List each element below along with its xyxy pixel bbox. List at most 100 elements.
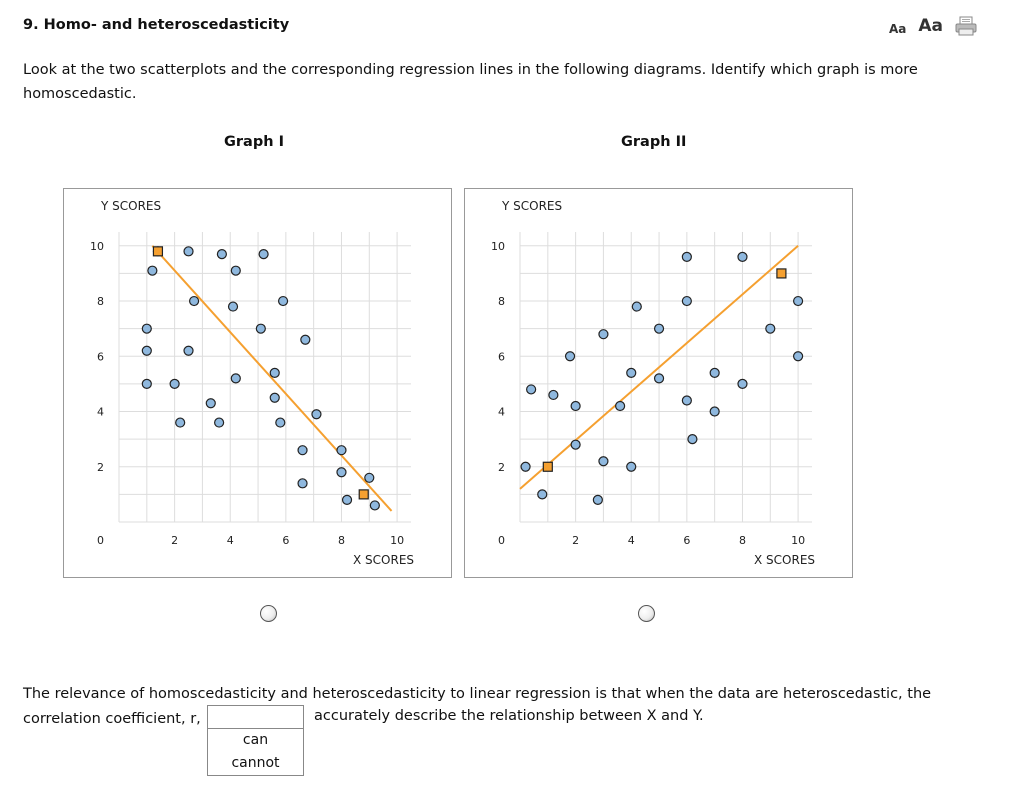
x-tick-label: 8	[338, 534, 345, 547]
data-point	[526, 384, 537, 395]
data-point	[269, 367, 280, 378]
data-point	[520, 461, 531, 472]
data-point	[737, 378, 748, 390]
data-point	[681, 295, 692, 307]
graph-1-title: Graph I	[224, 134, 284, 150]
data-point	[227, 301, 239, 312]
data-point	[626, 461, 637, 472]
option-can[interactable]: can	[242, 732, 269, 748]
data-point	[626, 367, 637, 378]
data-point	[631, 301, 642, 312]
x-tick-label: 10	[390, 534, 404, 547]
data-point	[369, 500, 380, 511]
y-tick-label: 0	[97, 534, 104, 547]
data-point	[141, 378, 152, 390]
data-point	[188, 295, 200, 307]
font-size-small-button[interactable]: Aa	[888, 22, 907, 36]
y-tick-label: 8	[498, 295, 505, 308]
data-point	[183, 246, 194, 257]
printer-icon[interactable]	[955, 16, 977, 36]
statement-text-after: accurately describe the relationship bet…	[314, 708, 704, 724]
data-point	[141, 345, 152, 356]
data-point	[277, 295, 289, 307]
data-point	[141, 323, 152, 334]
data-point	[275, 417, 286, 428]
x-tick-label: 8	[739, 534, 746, 547]
statement-text: The relevance of homoscedasticity and he…	[23, 686, 932, 727]
data-point	[570, 439, 581, 450]
y-tick-label: 4	[97, 406, 104, 419]
graph-1-scatterplot: Y SCORES X SCORES 10 8 6 4 2 0 2 4 6 8 10	[90, 199, 414, 567]
data-point	[598, 329, 609, 340]
y-tick-label: 2	[498, 461, 505, 474]
x-axis-label: X SCORES	[353, 553, 414, 567]
y-tick-label: 4	[498, 406, 505, 419]
data-point	[269, 392, 280, 403]
data-point	[564, 351, 576, 362]
data-point	[297, 445, 308, 456]
answer-dropdown[interactable]	[207, 705, 304, 729]
toolbar: Aa Aa	[889, 16, 977, 36]
data-point	[183, 345, 194, 356]
data-point	[709, 367, 720, 378]
data-point	[169, 378, 180, 390]
y-tick-label: 10	[90, 240, 104, 253]
data-point	[311, 409, 322, 420]
data-point	[548, 389, 559, 401]
data-point	[230, 265, 241, 276]
y-tick-label: 2	[97, 461, 104, 474]
data-point	[300, 334, 311, 345]
y-tick-label: 10	[491, 240, 505, 253]
data-point	[709, 406, 720, 417]
font-size-large-button[interactable]: Aa	[918, 16, 943, 36]
graph-1-panel: Y SCORES X SCORES 10 8 6 4 2 0 2 4 6 8 10	[63, 188, 452, 578]
data-point	[147, 265, 158, 276]
graph-2-radio[interactable]	[638, 605, 655, 622]
data-point	[297, 478, 308, 489]
regression-marker	[542, 461, 553, 472]
data-point	[341, 494, 353, 506]
y-axis-label: Y SCORES	[100, 199, 161, 213]
x-tick-label: 4	[628, 534, 635, 547]
data-point	[214, 417, 225, 428]
regression-marker	[776, 268, 787, 279]
data-point	[258, 248, 269, 260]
regression-marker	[358, 489, 369, 500]
graph-2-scatterplot: Y SCORES X SCORES 10 8 6 4 2 0 2 4 6 8 10	[491, 199, 815, 567]
data-point	[216, 248, 227, 260]
x-tick-label: 10	[791, 534, 805, 547]
data-point	[737, 251, 748, 262]
data-point	[681, 251, 692, 262]
x-tick-label: 2	[572, 534, 579, 547]
data-point	[598, 456, 609, 467]
y-tick-label: 6	[498, 350, 505, 363]
y-tick-label: 0	[498, 534, 505, 547]
y-tick-label: 6	[97, 350, 104, 363]
option-cannot[interactable]: cannot	[231, 755, 280, 771]
x-tick-label: 4	[227, 534, 234, 547]
graph-2-panel: Y SCORES X SCORES 10 8 6 4 2 0 2 4 6 8 10	[464, 188, 853, 578]
graph-2-title: Graph II	[621, 134, 687, 150]
y-tick-label: 8	[97, 295, 104, 308]
question-title: 9. Homo- and heteroscedasticity	[23, 17, 290, 33]
data-point	[175, 417, 186, 428]
answer-dropdown-options: can cannot	[207, 728, 304, 776]
y-axis-label: Y SCORES	[501, 199, 562, 213]
x-tick-label: 6	[683, 534, 690, 547]
graph-1-radio[interactable]	[260, 605, 277, 622]
data-point	[230, 373, 241, 384]
data-point	[336, 445, 347, 456]
data-point	[592, 494, 603, 506]
x-axis-label: X SCORES	[754, 553, 815, 567]
data-point	[336, 467, 347, 478]
data-point	[537, 489, 548, 500]
data-point	[681, 395, 692, 406]
data-point	[364, 472, 375, 483]
data-point	[255, 323, 266, 334]
regression-line	[519, 245, 799, 490]
regression-marker	[152, 246, 164, 257]
data-point	[765, 323, 776, 334]
data-point	[653, 373, 665, 384]
data-point	[205, 398, 216, 409]
data-point	[687, 434, 698, 445]
